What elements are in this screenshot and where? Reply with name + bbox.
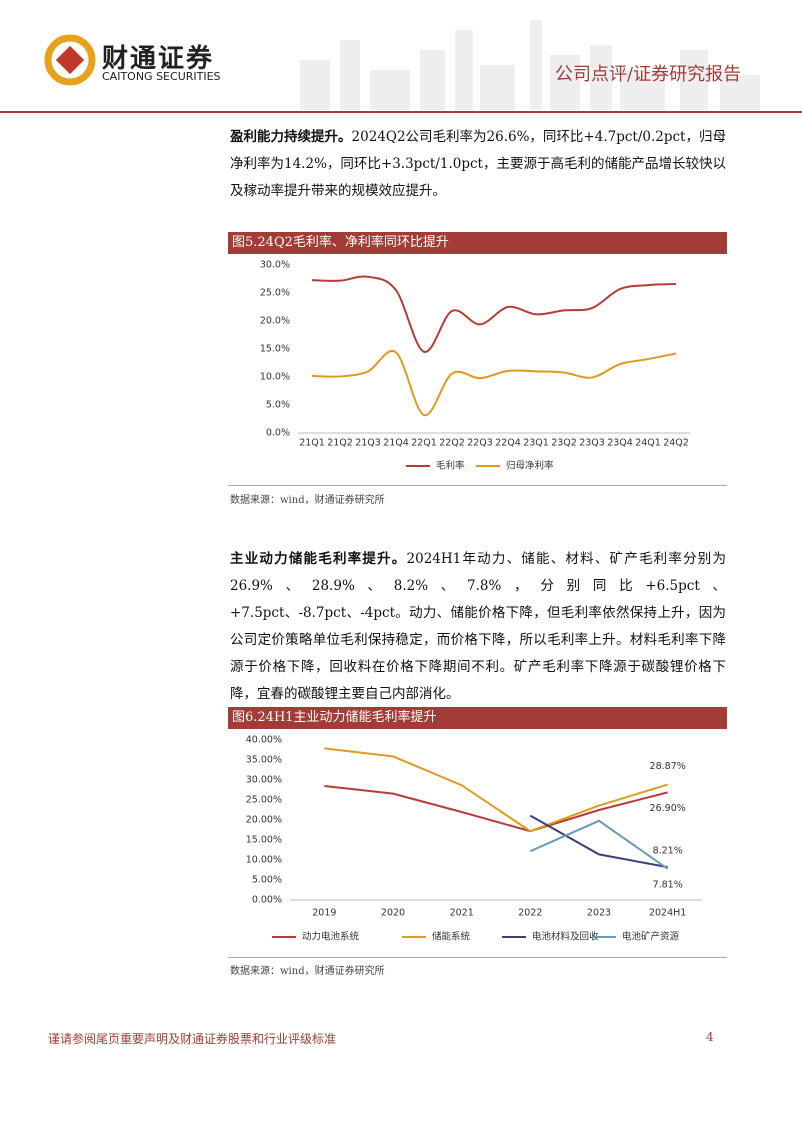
x-tick-label: 2021 (450, 908, 474, 919)
legend-label: 电池材料及回收 (532, 931, 599, 943)
series-line (311, 349, 677, 417)
value-label: 26.90% (650, 803, 686, 814)
y-tick-label: 5.00% (252, 875, 282, 886)
y-tick-label: 0.0% (266, 428, 290, 439)
series-line (311, 275, 677, 353)
figure-title: 图5.24Q2毛利率、净利率同环比提升 (228, 232, 727, 254)
rule (228, 957, 727, 958)
x-tick-label: 23Q2 (551, 438, 577, 449)
disclaimer: 谨请参阅尾页重要声明及财通证券股票和行业评级标准 (48, 1032, 337, 1046)
x-tick-label: 2023 (587, 908, 611, 919)
y-tick-label: 10.00% (246, 855, 282, 866)
chart: 0.00% 5.00% 10.00% 15.00% 20.00% 25.00% 30.00%… (246, 735, 702, 943)
value-label: 28.87% (650, 761, 686, 772)
figure-title: 图6.24H1主业动力储能毛利率提升 (228, 707, 727, 729)
paragraph: 盈利能力持续提升。2024Q2公司毛利率为26.6%，同环比+4.7pct/0.… (230, 124, 726, 205)
x-tick-label: 21Q2 (327, 438, 353, 449)
x-tick-label: 21Q3 (355, 438, 381, 449)
header-art (0, 20, 802, 113)
y-tick-label: 25.00% (246, 795, 282, 806)
value-label: 7.81% (653, 879, 683, 890)
y-tick-label: 40.00% (246, 735, 282, 746)
x-tick-label: 24Q1 (635, 438, 661, 449)
series-line (324, 785, 668, 833)
page-number: 4 (706, 1030, 714, 1044)
x-tick-label: 22Q1 (411, 438, 437, 449)
y-tick-label: 5.0% (266, 400, 290, 411)
series-line (529, 819, 669, 870)
chart: 0.0%5.0%10.0%15.0%20.0%25.0%30.0%21Q1 21Q… (260, 260, 690, 472)
y-tick-label: 30.00% (246, 775, 282, 786)
text: 2024H1年动力、储能、材料、矿产毛利率分别为26.9%、28.9%、8.2%… (230, 551, 727, 702)
logo-en: CAITONG SECURITIES (102, 70, 221, 83)
report-type: 公司点评/证券研究报告 (555, 64, 742, 85)
lead: 盈利能力持续提升。 (230, 129, 352, 145)
source: 数据来源：wind，财通证券研究所 (230, 495, 385, 506)
logo-icon (44, 34, 96, 86)
y-tick-label: 35.00% (246, 755, 282, 766)
x-tick-label: 2024H1 (649, 908, 686, 919)
legend-label: 毛利率 (436, 460, 465, 472)
x-tick-label: 22Q4 (495, 438, 521, 449)
x-tick-label: 2022 (518, 908, 542, 919)
rule (228, 485, 727, 486)
x-tick-label: 22Q3 (467, 438, 493, 449)
skyline (300, 20, 760, 110)
x-tick-label: 23Q4 (607, 438, 633, 449)
text: 2024Q2公司毛利率为26.6%，同环比+4.7pct/0.2pct，归母净利… (230, 129, 726, 199)
x-tick-label: 21Q4 (383, 438, 409, 449)
x-tick-label: 2020 (381, 908, 405, 919)
y-tick-label: 20.00% (246, 815, 282, 826)
series-line (324, 747, 668, 833)
series-line (529, 814, 668, 869)
x-tick-label: 22Q2 (439, 438, 465, 449)
y-tick-label: 15.0% (260, 344, 290, 355)
legend-label: 储能系统 (432, 931, 471, 943)
legend-label: 归母净利率 (506, 460, 554, 472)
logo-cn: 财通证券 (102, 44, 215, 74)
x-tick-label: 24Q2 (663, 438, 689, 449)
x-tick-label: 2019 (312, 908, 336, 919)
x-tick-label: 23Q1 (523, 438, 549, 449)
x-tick-label: 21Q1 (299, 438, 325, 449)
y-tick-label: 20.0% (260, 316, 290, 327)
y-tick-label: 30.0% (260, 260, 290, 271)
lead: 主业动力储能毛利率提升。 (230, 551, 407, 567)
legend-label: 动力电池系统 (302, 931, 360, 943)
source: 数据来源：wind，财通证券研究所 (230, 966, 385, 977)
paragraph: 主业动力储能毛利率提升。2024H1年动力、储能、材料、矿产毛利率分别为26.9… (230, 546, 726, 708)
x-tick-label: 23Q3 (579, 438, 605, 449)
y-tick-label: 10.0% (260, 372, 290, 383)
y-tick-label: 0.00% (252, 895, 282, 906)
y-tick-label: 25.0% (260, 288, 290, 299)
value-label: 8.21% (653, 846, 683, 857)
y-tick-label: 15.00% (246, 835, 282, 846)
legend-label: 电池矿产资源 (622, 931, 680, 943)
